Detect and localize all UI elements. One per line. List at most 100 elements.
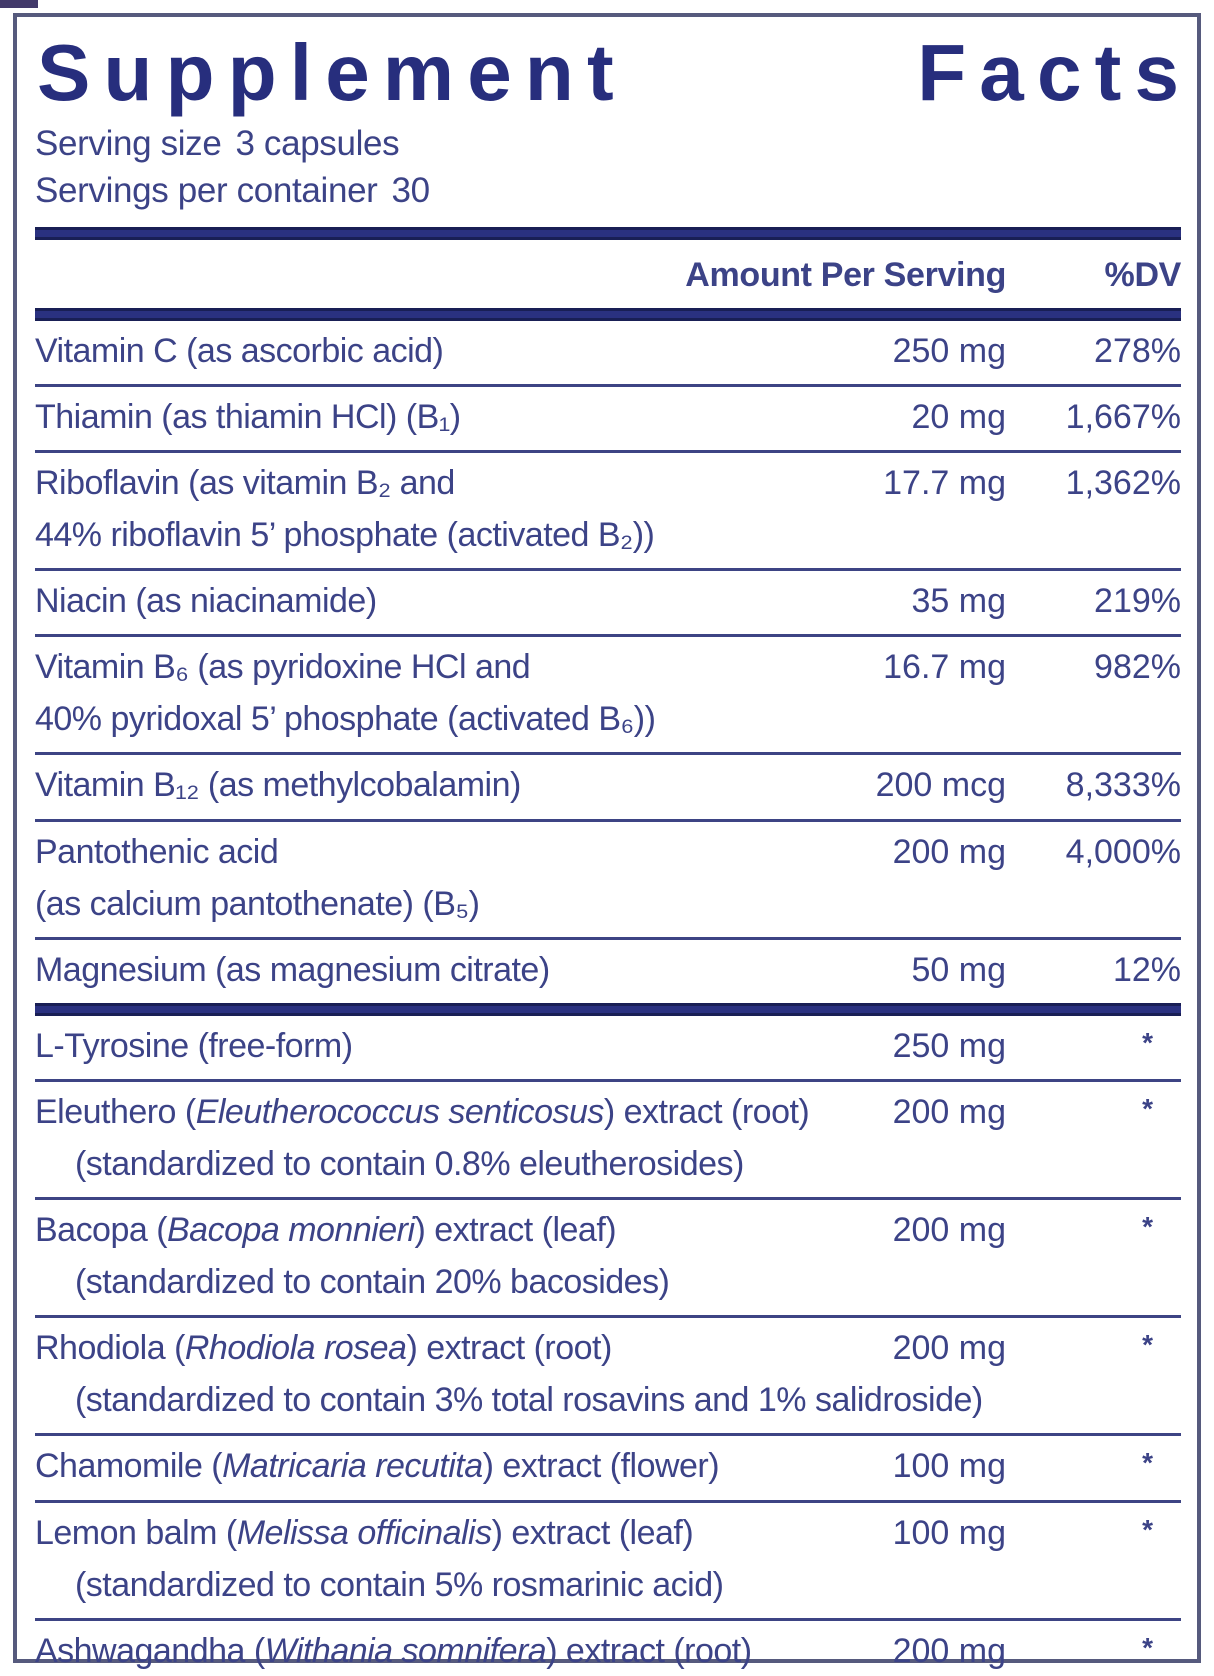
nutrient-row: Eleuthero (Eleutherococcus senticosus) e… — [35, 1082, 1181, 1201]
latin-name: Matricaria recutita — [222, 1447, 483, 1486]
amount-per-serving-value: 200 mg — [892, 1631, 1006, 1670]
amount-per-serving-value: 35 mg — [911, 582, 1007, 621]
ingredient-subline: (as calcium pantothenate) (B₅) — [35, 884, 480, 923]
nutrient-row-main: Eleuthero (Eleutherococcus senticosus) e… — [35, 1093, 1181, 1132]
servings-per-container-line: Servings per container 30 — [35, 168, 1181, 215]
nutrient-row-main: Riboflavin (as vitamin B₂ and 17.7 mg 1,36… — [35, 464, 1181, 503]
serving-size-label: Serving size — [35, 124, 222, 163]
amount-per-serving-value: 250 mg — [892, 331, 1006, 370]
divider-bar-middle — [35, 1002, 1181, 1016]
daily-value-percent: 12% — [1112, 950, 1181, 989]
nutrient-row-main: Bacopa (Bacopa monnieri) extract (leaf) 2… — [35, 1211, 1181, 1250]
nutrient-row-main: Ashwagandha (Withania somnifera) extract… — [35, 1632, 1181, 1671]
amount-per-serving-value: 20 mg — [911, 397, 1007, 436]
amount-per-serving-value: 200 mg — [892, 1329, 1006, 1368]
latin-name: Rhodiola rosea — [184, 1329, 407, 1368]
ingredient-subline: (standardized to contain 0.8% eleutheros… — [75, 1145, 744, 1183]
latin-name: Eleutherococcus senticosus — [195, 1092, 605, 1131]
daily-value-asterisk: * — [1142, 1447, 1153, 1479]
latin-name: Melissa officinalis — [236, 1513, 492, 1552]
nutrient-row: Vitamin B₁₂ (as methylcobalamin) 200 mcg 8… — [35, 755, 1181, 822]
nutrient-row: Bacopa (Bacopa monnieri) extract (leaf) 2… — [35, 1200, 1181, 1319]
amount-per-serving-value: 200 mcg — [875, 766, 1006, 805]
nutrient-row: Vitamin B₆ (as pyridoxine HCl and 16.7 mg… — [35, 637, 1181, 756]
serving-info: Serving size 3 capsules Servings per cont… — [35, 121, 1181, 215]
amount-per-serving-value: 17.7 mg — [883, 463, 1006, 502]
supplement-facts-label: Supplement Facts Serving size 3 capsules … — [13, 13, 1201, 1670]
daily-value-asterisk: * — [1142, 1631, 1153, 1663]
ingredient-subline: 44% riboflavin 5’ phosphate (activated B… — [35, 516, 655, 555]
ingredient-name: Vitamin B₁₂ (as methylcobalamin) — [35, 766, 521, 805]
daily-value-asterisk: * — [1142, 1329, 1153, 1361]
amount-per-serving-value: 50 mg — [911, 950, 1007, 989]
herbal-section: L-Tyrosine (free-form) 250 mg * Eleuthero (… — [35, 1016, 1181, 1676]
nutrient-row: Ashwagandha (Withania somnifera) extract… — [35, 1621, 1181, 1676]
nutrient-row-main: L-Tyrosine (free-form) 250 mg * — [35, 1027, 1181, 1066]
nutrient-row: Riboflavin (as vitamin B₂ and 17.7 mg 1,36… — [35, 453, 1181, 572]
ingredient-name: Thiamin (as thiamin HCl) (B₁) — [35, 397, 461, 436]
nutrient-row-main: Magnesium (as magnesium citrate) 50 mg 12% — [35, 951, 1181, 990]
column-header-row: Amount Per Serving %DV — [35, 240, 1181, 308]
nutrient-row-main: Vitamin C (as ascorbic acid) 250 mg 278% — [35, 332, 1181, 371]
ingredient-name: L-Tyrosine (free-form) — [35, 1026, 353, 1065]
ingredient-name: Magnesium (as magnesium citrate) — [35, 950, 550, 989]
page-title: Supplement Facts — [37, 31, 1179, 115]
vitamin-section: Vitamin C (as ascorbic acid) 250 mg 278% Th… — [35, 321, 1181, 1003]
amount-per-serving-value: 100 mg — [892, 1447, 1006, 1486]
ingredient-subline: (standardized to contain 3% total rosavi… — [75, 1381, 983, 1420]
amount-per-serving-value: 200 mg — [892, 832, 1006, 871]
daily-value-asterisk: * — [1142, 1513, 1153, 1545]
latin-name: Withania somnifera — [264, 1631, 547, 1670]
daily-value-percent: 1,362% — [1065, 463, 1181, 502]
title-word-supplement: Supplement — [37, 28, 627, 117]
divider-bar-header — [35, 307, 1181, 321]
nutrient-row-main: Thiamin (as thiamin HCl) (B₁) 20 mg 1,667% — [35, 398, 1181, 437]
nutrient-row: Thiamin (as thiamin HCl) (B₁) 20 mg 1,667% — [35, 387, 1181, 453]
serving-size-value: 3 capsules — [235, 124, 400, 163]
nutrient-row: Chamomile (Matricaria recutita) extract … — [35, 1436, 1181, 1503]
ingredient-name: Ashwagandha (Withania somnifera) extract… — [35, 1631, 752, 1670]
nutrient-row: Niacin (as niacinamide) 35 mg 219% — [35, 571, 1181, 638]
nutrient-row-main: Niacin (as niacinamide) 35 mg 219% — [35, 582, 1181, 621]
nutrient-row-main: Lemon balm (Melissa officinalis) extract… — [35, 1514, 1181, 1553]
daily-value-asterisk: * — [1142, 1092, 1153, 1124]
nutrient-row-main: Vitamin B₆ (as pyridoxine HCl and 16.7 mg… — [35, 648, 1181, 687]
daily-value-percent: 4,000% — [1065, 832, 1181, 871]
ingredient-name: Bacopa (Bacopa monnieri) extract (leaf) — [35, 1211, 617, 1250]
ingredient-name: Pantothenic acid — [35, 832, 279, 871]
daily-value-percent: 8,333% — [1065, 766, 1181, 805]
ingredient-subline: (standardized to contain 20% bacosides) — [75, 1263, 670, 1302]
ingredient-name: Eleuthero (Eleutherococcus senticosus) e… — [35, 1092, 810, 1131]
nutrient-row-main: Chamomile (Matricaria recutita) extract … — [35, 1447, 1181, 1486]
ingredient-name: Vitamin B₆ (as pyridoxine HCl and — [35, 648, 531, 687]
serving-size-line: Serving size 3 capsules — [35, 121, 1181, 168]
ingredient-subline: (standardized to contain 5% rosmarinic a… — [75, 1565, 724, 1604]
amount-per-serving-header: Amount Per Serving — [685, 255, 1006, 294]
amount-per-serving-value: 16.7 mg — [883, 648, 1006, 687]
nutrient-row: Lemon balm (Melissa officinalis) extract… — [35, 1503, 1181, 1621]
nutrient-row: L-Tyrosine (free-form) 250 mg * — [35, 1016, 1181, 1082]
nutrient-row: Pantothenic acid 200 mg 4,000% (as calcium … — [35, 822, 1181, 940]
ingredient-name: Vitamin C (as ascorbic acid) — [35, 331, 444, 370]
nutrient-row: Vitamin C (as ascorbic acid) 250 mg 278% — [35, 321, 1181, 387]
amount-per-serving-value: 200 mg — [892, 1092, 1006, 1131]
scan-artifact — [0, 0, 38, 8]
ingredient-name: Rhodiola (Rhodiola rosea) extract (root) — [35, 1329, 612, 1368]
title-word-facts: Facts — [917, 28, 1193, 117]
nutrient-row-main: Vitamin B₁₂ (as methylcobalamin) 200 mcg 8… — [35, 766, 1181, 805]
ingredient-subline: 40% pyridoxal 5’ phosphate (activated B₆… — [35, 700, 656, 739]
amount-per-serving-value: 200 mg — [892, 1211, 1006, 1250]
ingredient-name: Lemon balm (Melissa officinalis) extract… — [35, 1513, 694, 1552]
ingredient-name: Niacin (as niacinamide) — [35, 582, 377, 621]
daily-value-asterisk: * — [1142, 1026, 1153, 1058]
ingredient-name: Chamomile (Matricaria recutita) extract … — [35, 1447, 720, 1486]
daily-value-percent: 1,667% — [1065, 397, 1181, 436]
percent-dv-header: %DV — [1104, 255, 1182, 294]
daily-value-percent: 982% — [1094, 648, 1181, 687]
daily-value-percent: 278% — [1094, 331, 1181, 370]
divider-bar-top — [35, 226, 1181, 240]
amount-per-serving-value: 250 mg — [892, 1026, 1006, 1065]
daily-value-percent: 219% — [1094, 582, 1181, 621]
nutrient-row-main: Rhodiola (Rhodiola rosea) extract (root)… — [35, 1329, 1181, 1368]
daily-value-asterisk: * — [1142, 1211, 1153, 1243]
